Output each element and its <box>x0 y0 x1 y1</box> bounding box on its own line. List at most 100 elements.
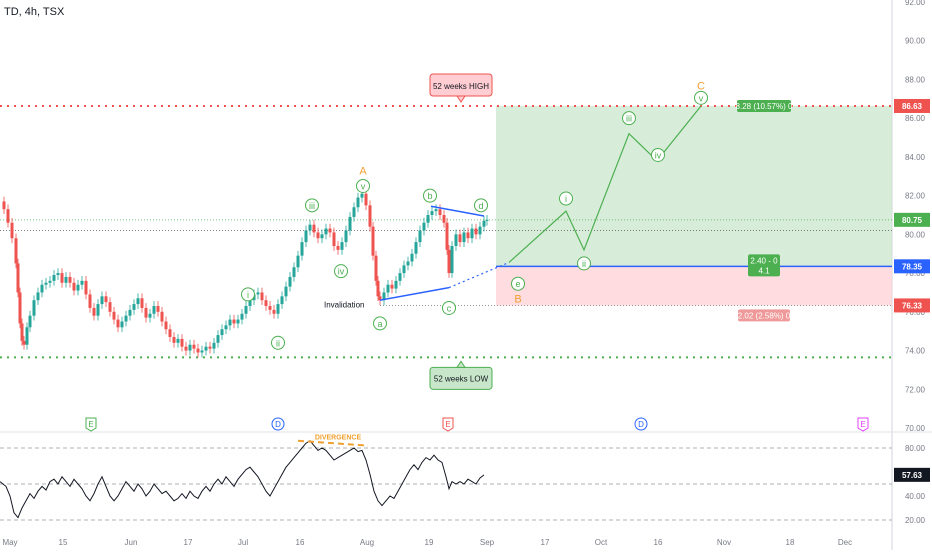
candle-body <box>248 300 252 307</box>
wave-label-circle <box>559 191 573 206</box>
candle-body <box>352 207 356 217</box>
target-label-box <box>737 99 791 112</box>
candle-body <box>272 309 276 314</box>
candle-body <box>332 232 336 246</box>
divergence-text: DIVERGENCE <box>315 435 362 442</box>
candle-body <box>292 267 296 277</box>
candle-body <box>470 228 474 239</box>
wave-label-v: v <box>361 181 366 191</box>
wave-label-circle <box>373 316 387 331</box>
candle-body <box>84 280 88 295</box>
candle-body <box>132 304 136 310</box>
candle-body <box>462 232 466 243</box>
candle-body <box>176 338 180 343</box>
wave-label-v: v <box>699 93 704 103</box>
candle-body <box>374 255 378 281</box>
candle-body <box>36 292 40 301</box>
event-marker <box>85 417 97 432</box>
wave-label-C: C <box>697 80 705 92</box>
wave-label-d: d <box>478 201 483 211</box>
candle-body <box>260 292 264 301</box>
price-axis-tick: 70.00 <box>905 424 926 433</box>
target-zone <box>496 105 892 267</box>
candle-body <box>458 234 462 243</box>
candle-body <box>256 292 260 295</box>
wave-label-A: A <box>359 165 367 177</box>
time-axis-tick: 15 <box>59 538 68 547</box>
candle-body <box>96 304 100 316</box>
price-axis-tick: 92.00 <box>905 0 926 7</box>
candle-body <box>410 253 414 262</box>
candle-body <box>164 321 168 330</box>
candle-body <box>204 346 208 351</box>
rsi-line <box>0 440 485 519</box>
candle-body <box>454 234 458 246</box>
candle-body <box>60 273 64 283</box>
time-axis-tick: Jul <box>238 538 248 547</box>
candle-body <box>28 315 32 328</box>
candle-body <box>20 323 24 341</box>
price-axis-tick: 90.00 <box>905 37 926 46</box>
wave-label-circle <box>241 287 255 302</box>
time-axis-tick: Dec <box>838 538 852 547</box>
wave-label-circle <box>442 300 456 315</box>
candle-body <box>304 230 308 243</box>
time-axis-tick: Jun <box>125 538 138 547</box>
event-marker-label: D <box>638 420 644 429</box>
wave-label-iii: iii <box>626 114 632 124</box>
price-axis-tick: 84.00 <box>905 153 926 162</box>
candle-body <box>466 232 470 239</box>
candle-body <box>144 307 148 318</box>
price-axis-tick: 72.00 <box>905 385 926 394</box>
price-axis-label <box>894 259 930 274</box>
candle-body <box>120 321 124 328</box>
candle-body <box>196 348 200 353</box>
candle-body <box>116 319 120 328</box>
symbol-label: TD, 4h, TSX <box>4 6 65 18</box>
candle-body <box>284 286 288 297</box>
candle-body <box>156 306 160 312</box>
candle-body <box>300 242 304 256</box>
candle-body <box>92 307 96 316</box>
ratio-label-top: 2.40 - 0 <box>750 256 778 265</box>
candle-body <box>430 211 434 215</box>
ratio-label-bottom: 4.1 <box>758 266 770 275</box>
event-marker-label: E <box>445 420 450 429</box>
candle-body <box>320 234 324 239</box>
candle-body <box>152 306 156 314</box>
candle-body <box>16 263 20 293</box>
candle-body <box>386 284 390 293</box>
candle-body <box>68 276 72 283</box>
wave-label-circle <box>356 178 370 193</box>
candle-body <box>25 327 29 345</box>
wave-label-circle <box>334 264 348 279</box>
rsi-value-text: 57.63 <box>902 471 923 480</box>
price-axis-label <box>894 298 930 313</box>
candle-body <box>485 219 489 221</box>
candle-body <box>280 296 284 305</box>
wave-label-ii: ii <box>276 338 280 348</box>
wave-label-circle <box>694 90 708 105</box>
candle-body <box>76 284 80 291</box>
event-marker <box>442 417 454 432</box>
candle-body <box>2 201 6 210</box>
low-callout-text: 52 weeks LOW <box>434 374 489 383</box>
wave-label-c: c <box>447 303 452 313</box>
candle-body <box>208 346 212 349</box>
stop-label-box <box>738 309 790 322</box>
candle-body <box>52 275 56 281</box>
candle-body <box>368 205 372 227</box>
candle-body <box>216 335 220 343</box>
wave-label-circle <box>305 198 319 213</box>
time-axis-tick: May <box>2 538 17 547</box>
candle-body <box>160 311 164 322</box>
candle-body <box>224 325 228 330</box>
wave-label-circle <box>651 147 665 162</box>
event-marker <box>857 417 869 432</box>
price-axis-tick: 80.00 <box>905 230 926 239</box>
event-marker <box>634 417 648 431</box>
wave-label-circle <box>577 256 591 271</box>
candle-body <box>288 276 292 287</box>
event-marker <box>271 417 285 431</box>
